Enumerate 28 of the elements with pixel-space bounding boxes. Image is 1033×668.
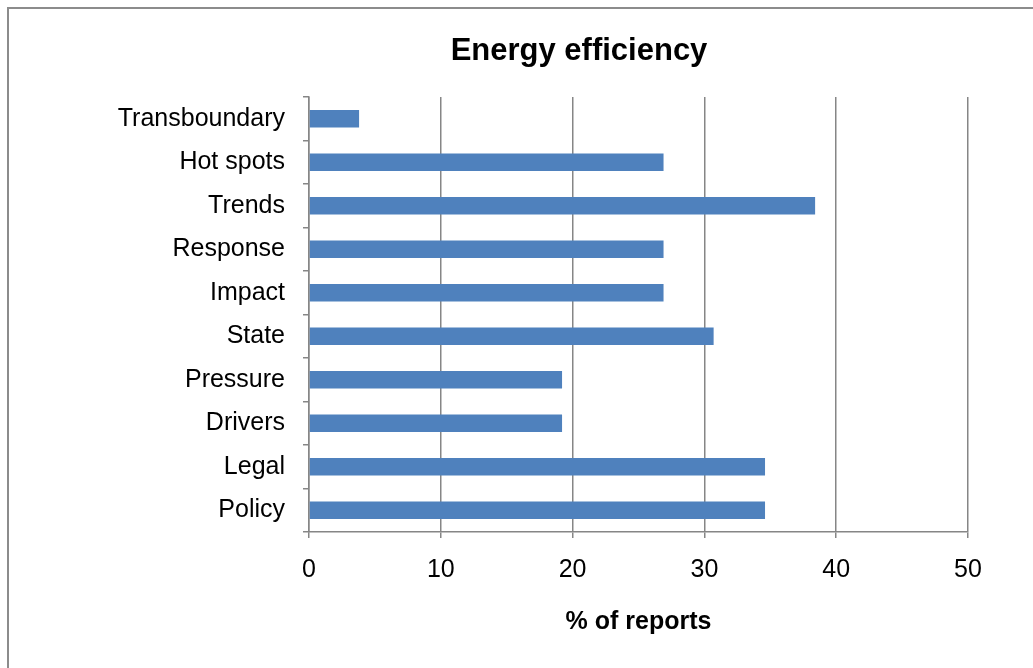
bar [309,240,664,258]
y-tick-label: Pressure [184,363,285,392]
chart-title: Energy efficiency [449,32,709,68]
x-tick-label: 10 [426,553,455,582]
bar [309,110,360,128]
bar [309,501,766,519]
y-tick-label: Impact [209,276,286,305]
bar [309,327,714,345]
y-tick-label: Hot spots [179,146,285,175]
y-tick-label: Legal [223,450,285,479]
bar [309,414,563,432]
y-tick-label: Policy [218,494,286,523]
bar [309,197,816,215]
bar [309,458,766,476]
y-tick-label: Response [172,233,285,262]
y-tick-label: Drivers [205,407,285,436]
x-tick-label: 30 [690,553,719,582]
x-tick-label: 40 [822,553,851,582]
bar [309,371,563,389]
bar [309,153,664,171]
x-tick-label: 50 [954,553,982,582]
x-axis-title: % of reports [565,605,712,634]
y-tick-label: State [226,320,285,349]
y-tick-label: Trends [208,189,285,218]
y-tick-label: Transboundary [117,102,286,131]
x-tick-label: 0 [302,553,316,582]
x-tick-label: 20 [558,553,587,582]
bar [309,284,664,302]
